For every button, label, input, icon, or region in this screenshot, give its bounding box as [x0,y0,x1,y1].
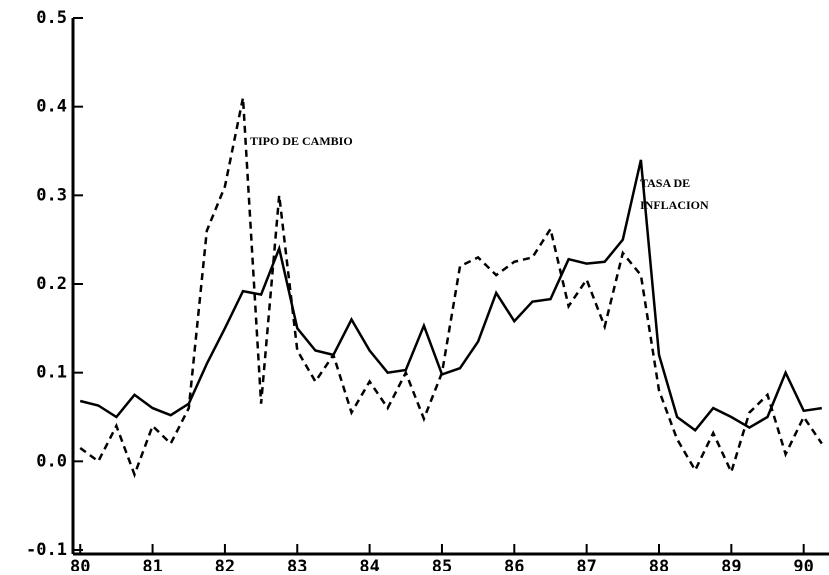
x-tick-label: 86 [504,557,524,571]
y-tick-label: 0.0 [36,451,67,471]
series-label-box: TASA DE INFLACION [640,176,709,212]
x-tick-label: 80 [70,557,90,571]
x-tick-label: 88 [649,557,669,571]
x-tick-label: 81 [142,557,162,571]
x-tick-label: 82 [215,557,235,571]
series-label-box: TIPO DE CAMBIO [250,134,353,148]
y-tick-label: 0.3 [36,185,67,205]
series-label: TIPO DE CAMBIO [250,134,353,148]
y-tick-label: 0.4 [36,97,67,117]
solid-line [79,159,822,433]
y-tick-label: 0.1 [36,363,67,383]
y-tick-label: 0.5 [36,8,67,28]
x-tick-label: 84 [359,557,379,571]
x-tick-label: 87 [576,557,596,571]
y-tick-label: 0.2 [36,274,67,294]
x-tick-label: 90 [793,557,813,571]
dashed-line [79,97,823,479]
series-label: TASA DE INFLACION [640,176,709,212]
x-tick-label: 83 [287,557,307,571]
x-tick-label: 89 [721,557,741,571]
x-tick-label: 85 [432,557,452,571]
y-tick-label: -0.1 [26,540,67,560]
